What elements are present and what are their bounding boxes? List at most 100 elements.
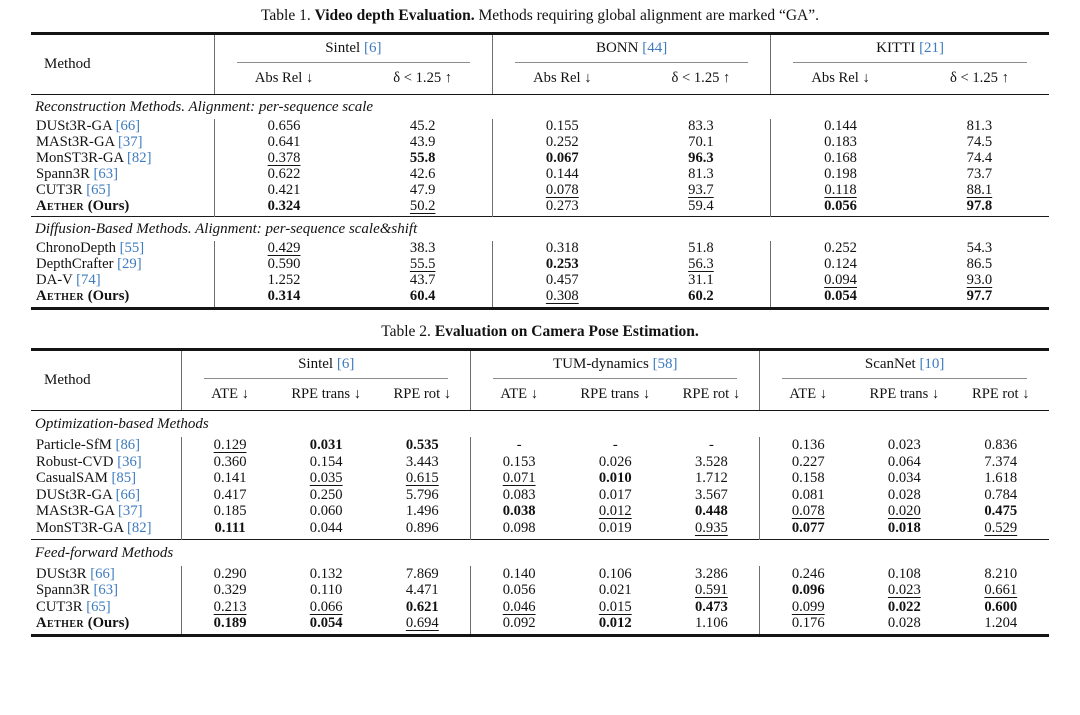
citation-link[interactable]: [6] bbox=[336, 356, 355, 373]
value-cell: 0.155 bbox=[491, 118, 632, 135]
table1-caption-prefix: Table 1. bbox=[261, 7, 311, 24]
dataset-header-kitti: KITTI [21] bbox=[770, 35, 1049, 66]
metric-header: RPE trans ↓ bbox=[856, 382, 953, 412]
citation-link[interactable]: [74] bbox=[76, 272, 101, 289]
method-name: CasualSAM bbox=[36, 470, 112, 487]
value-cell: 3.528 bbox=[694, 453, 728, 470]
ours-method-label: Aether (Ours) bbox=[36, 288, 130, 305]
method-name: Particle-SfM bbox=[36, 437, 116, 454]
citation-link[interactable]: [66] bbox=[115, 118, 141, 134]
value-cell: 0.124 bbox=[770, 256, 910, 274]
citation-link[interactable]: [29] bbox=[117, 256, 142, 273]
citation-link[interactable]: [82] bbox=[127, 149, 152, 166]
table-row: DepthCrafter [29] 0.590 55.5 0.253 56.3 0.124… bbox=[31, 256, 1049, 274]
method-cell: DA-V [74] bbox=[31, 272, 214, 289]
section-row: Reconstruction Methods. Alignment: per-s… bbox=[31, 95, 1049, 120]
value-cell: 60.4 bbox=[409, 288, 436, 305]
metric-header: ATE ↓ bbox=[181, 382, 279, 412]
method-cell: Aether (Ours) bbox=[31, 615, 182, 634]
value-cell: 74.5 bbox=[966, 133, 993, 150]
value-cell: 0.141 bbox=[181, 470, 279, 487]
citation-link[interactable]: [85] bbox=[111, 470, 136, 487]
method-name: Spann3R bbox=[36, 582, 94, 599]
value-cell: 43.7 bbox=[409, 272, 436, 289]
value-cell: 55.8 bbox=[409, 149, 436, 166]
citation-link[interactable]: [82] bbox=[127, 520, 152, 537]
dataset-underline bbox=[204, 378, 449, 380]
metric-header: RPE trans ↓ bbox=[278, 382, 375, 412]
citation-link[interactable]: [63] bbox=[93, 165, 119, 182]
citation-link[interactable]: [63] bbox=[93, 582, 119, 599]
citation-link[interactable]: [55] bbox=[119, 240, 145, 257]
value-cell: 0.185 bbox=[181, 503, 279, 521]
value-cell: 0.054 bbox=[770, 288, 910, 308]
value-cell: 0.019 bbox=[598, 520, 632, 537]
metric-header: RPE trans ↓ bbox=[567, 382, 664, 412]
value-cell: 0.038 bbox=[470, 503, 568, 521]
value-cell: 7.374 bbox=[984, 453, 1018, 470]
value-cell: 0.099 bbox=[759, 598, 857, 616]
dataset-header-sintel: Sintel [6] bbox=[213, 35, 493, 66]
value-cell: - bbox=[470, 437, 568, 454]
method-cell: MonST3R-GA [82] bbox=[31, 149, 214, 167]
method-column-header: Method bbox=[31, 35, 215, 95]
value-cell: 0.077 bbox=[759, 520, 857, 540]
value-cell: 0.098 bbox=[470, 520, 568, 540]
value-cell: 0.144 bbox=[770, 118, 910, 135]
method-cell: DUSt3R [66] bbox=[31, 566, 182, 583]
citation-link[interactable]: [36] bbox=[117, 453, 142, 470]
method-name: Aether bbox=[36, 288, 85, 305]
value-cell: 0.096 bbox=[759, 582, 857, 599]
citation-link[interactable]: [65] bbox=[86, 181, 111, 198]
value-cell: 0.023 bbox=[887, 437, 921, 454]
value-cell: 0.198 bbox=[770, 166, 910, 183]
table-row: DUSt3R-GA [66] 0.417 0.250 5.796 0.083 0.017 3… bbox=[31, 486, 1049, 504]
value-cell: 74.4 bbox=[966, 149, 993, 166]
table1-caption-title: Video depth Evaluation. bbox=[314, 7, 475, 24]
value-cell: 0.329 bbox=[181, 582, 279, 599]
method-name: MonST3R-GA bbox=[36, 520, 127, 537]
citation-link[interactable]: [10] bbox=[919, 356, 945, 373]
value-cell: 8.210 bbox=[984, 565, 1018, 582]
value-cell: 0.012 bbox=[598, 503, 632, 520]
citation-link[interactable]: [37] bbox=[118, 133, 143, 150]
citation-link[interactable]: [44] bbox=[642, 40, 668, 56]
value-cell: 0.132 bbox=[309, 565, 343, 582]
value-cell: 0.022 bbox=[887, 598, 921, 615]
value-cell: 0.360 bbox=[181, 453, 279, 471]
citation-link[interactable]: [66] bbox=[115, 486, 141, 503]
value-cell: 0.035 bbox=[309, 470, 343, 487]
section-label: Diffusion-Based Methods. Alignment: per-… bbox=[31, 216, 1049, 242]
value-cell: 93.0 bbox=[966, 272, 993, 289]
value-cell: 0.015 bbox=[598, 598, 632, 615]
dataset-name: KITTI bbox=[876, 40, 920, 56]
value-cell: 31.1 bbox=[688, 272, 714, 289]
method-name: DUSt3R-GA bbox=[36, 486, 116, 503]
method-cell: ChronoDepth [55] bbox=[31, 240, 214, 257]
method-name: MASt3R-GA bbox=[36, 133, 119, 150]
table1-caption-note: Methods requiring global alignment are m… bbox=[478, 7, 819, 24]
citation-link[interactable]: [21] bbox=[919, 40, 945, 56]
value-cell: 0.473 bbox=[694, 598, 728, 615]
citation-link[interactable]: [6] bbox=[363, 40, 382, 56]
value-cell: 42.6 bbox=[409, 165, 436, 182]
t2-header-datasets-row: Method Sintel [6] TUM-dynamics [58] ScanNet… bbox=[31, 351, 1049, 412]
value-cell: 0.153 bbox=[470, 453, 568, 471]
citation-link[interactable]: [58] bbox=[652, 356, 678, 373]
citation-link[interactable]: [86] bbox=[115, 437, 141, 454]
value-cell: 5.796 bbox=[405, 486, 439, 503]
value-cell: 96.3 bbox=[688, 149, 714, 166]
table-row: Aether (Ours) 0.189 0.054 0.694 0.092 0.012 1.… bbox=[31, 615, 1049, 634]
citation-link[interactable]: [66] bbox=[90, 565, 115, 582]
value-cell: 59.4 bbox=[688, 197, 714, 214]
table-row: DUSt3R-GA [66] 0.656 45.2 0.155 83.3 0.144 81.… bbox=[31, 118, 1049, 135]
t2-header-metrics-row: ATE ↓ RPE trans ↓ RPE rot ↓ ATE ↓ RPE trans … bbox=[31, 382, 1049, 412]
citation-link[interactable]: [65] bbox=[86, 598, 111, 615]
value-cell: 0.017 bbox=[598, 486, 632, 503]
citation-link[interactable]: [37] bbox=[118, 503, 143, 520]
value-cell: 38.3 bbox=[409, 240, 436, 257]
value-cell: 0.078 bbox=[759, 503, 857, 521]
value-cell: 0.136 bbox=[759, 437, 857, 454]
value-cell: 3.567 bbox=[694, 486, 728, 503]
value-cell: 97.7 bbox=[966, 288, 993, 305]
